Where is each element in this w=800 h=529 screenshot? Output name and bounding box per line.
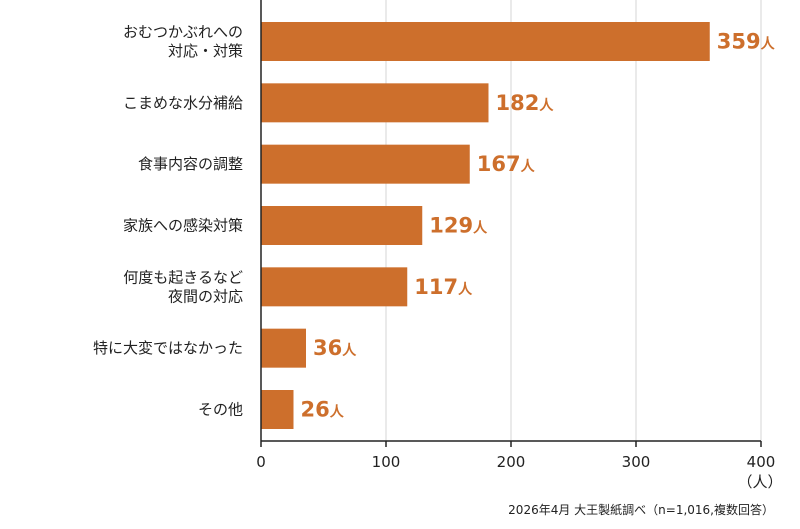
bar xyxy=(261,267,408,307)
data-label: 359人 xyxy=(717,30,776,54)
category-label: 家族への感染対策 xyxy=(123,217,243,235)
category-label: 何度も起きるなど xyxy=(123,268,243,286)
x-tick-label: 100 xyxy=(372,453,401,471)
bars xyxy=(261,22,710,429)
x-axis: 0 100 200 300 400 xyxy=(256,0,775,471)
category-label: 特に大変ではなかった xyxy=(93,339,243,357)
data-label: 182人 xyxy=(496,91,555,115)
data-label: 129人 xyxy=(429,214,488,238)
category-label: その他 xyxy=(198,401,243,419)
data-label: 36人 xyxy=(313,336,357,360)
category-label: こまめな水分補給 xyxy=(123,94,243,112)
x-tick-label: 300 xyxy=(622,453,651,471)
bar xyxy=(261,22,710,61)
x-axis-unit-label: （人） xyxy=(737,473,782,491)
bar xyxy=(261,390,294,429)
data-label: 167人 xyxy=(477,152,536,176)
category-label: おむつかぶれへの xyxy=(123,23,243,41)
bar xyxy=(261,144,470,184)
x-tick-label: 0 xyxy=(256,453,266,471)
source-note: 2026年4月 大王製紙調べ（n=1,016,複数回答） xyxy=(508,502,774,517)
category-label: 食事内容の調整 xyxy=(138,155,243,173)
category-label: 夜間の対応 xyxy=(168,287,243,305)
x-tick-label: 400 xyxy=(747,453,776,471)
value-labels: 359人 182人 167人 129人 117人 36人 26人 xyxy=(301,30,776,422)
category-label: 対応・対策 xyxy=(168,42,243,60)
data-label: 26人 xyxy=(301,398,345,422)
x-tick-label: 200 xyxy=(497,453,526,471)
bar xyxy=(261,328,306,368)
data-label: 117人 xyxy=(414,275,473,299)
bar xyxy=(261,83,489,123)
bar xyxy=(261,206,423,245)
category-labels: おむつかぶれへの対応・対策こまめな水分補給食事内容の調整家族への感染対策何度も起… xyxy=(93,23,243,419)
